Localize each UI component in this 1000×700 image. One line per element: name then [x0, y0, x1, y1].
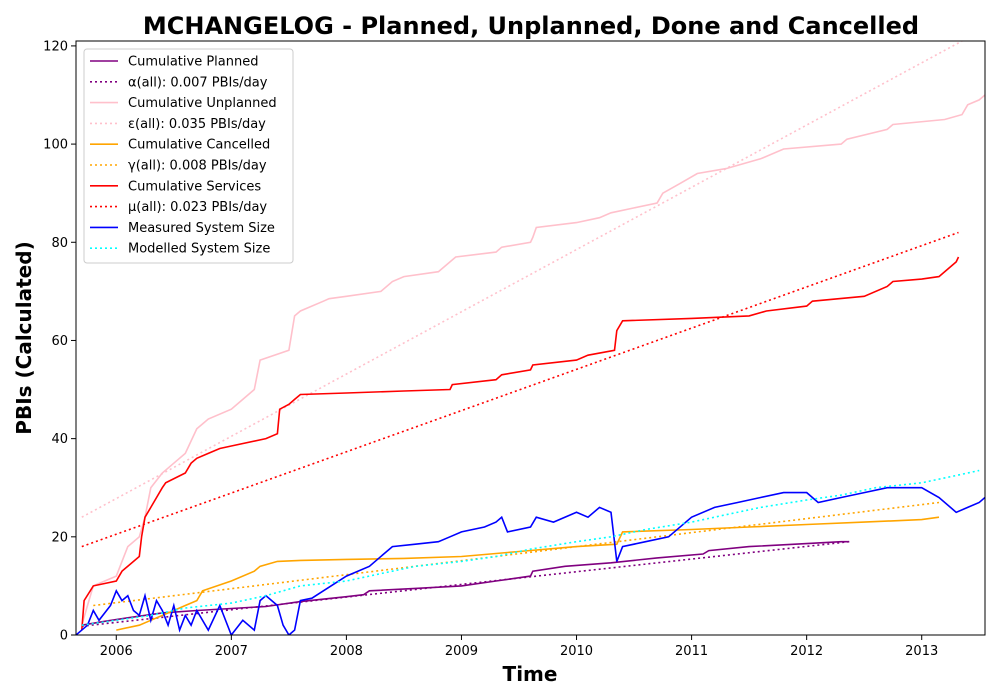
legend-label: γ(all): 0.008 PBIs/day: [128, 159, 267, 174]
legend: Cumulative Planned α(all): 0.007 PBIs/day…: [83, 48, 294, 264]
x-tick-label: 2008: [330, 644, 363, 659]
x-tick-label: 2011: [675, 644, 708, 659]
legend-label: Measured System Size: [128, 221, 275, 236]
series-line-3: [81, 41, 963, 518]
x-axis: 2006 2007 2008 2009 2010 2011 2012 2013: [100, 635, 938, 659]
series-line-1: [81, 540, 850, 627]
x-tick-label: 2007: [215, 644, 248, 659]
y-axis-title: PBIs (Calculated): [12, 241, 36, 434]
x-tick-label: 2009: [445, 644, 478, 659]
y-tick-label: 80: [51, 236, 68, 251]
y-tick-label: 20: [51, 530, 68, 545]
series-line-5: [93, 501, 940, 607]
y-tick-label: 60: [51, 334, 68, 349]
series-line-8: [76, 486, 985, 635]
series-line-9: [81, 469, 980, 626]
series-line-7: [81, 231, 959, 548]
plot-frame: [75, 40, 986, 636]
y-tick-label: 100: [43, 138, 68, 153]
y-tick-label: 0: [60, 629, 68, 644]
x-tick-label: 2010: [560, 644, 593, 659]
legend-label: Modelled System Size: [128, 242, 270, 257]
series-line-4: [116, 516, 940, 631]
chart-title: MCHANGELOG - Planned, Unplanned, Done an…: [143, 12, 919, 40]
legend-label: Cumulative Services: [128, 179, 261, 194]
legend-label: Cumulative Unplanned: [128, 96, 277, 111]
legend-label: ε(all): 0.035 PBIs/day: [128, 117, 266, 132]
legend-label: Cumulative Cancelled: [128, 138, 270, 153]
legend-label: α(all): 0.007 PBIs/day: [128, 75, 268, 90]
x-tick-label: 2006: [100, 644, 133, 659]
legend-label: μ(all): 0.023 PBIs/day: [128, 200, 267, 215]
legend-box: [83, 48, 294, 264]
y-tick-label: 120: [43, 39, 68, 54]
x-tick-label: 2012: [790, 644, 823, 659]
series-line-6: [81, 256, 960, 631]
y-tick-label: 40: [51, 432, 68, 447]
y-axis: 0 20 40 60 80 100 120: [43, 39, 76, 644]
legend-label: Cumulative Planned: [128, 55, 258, 70]
x-axis-title: Time: [503, 662, 558, 686]
series-layer: [76, 41, 985, 635]
x-tick-label: 2013: [905, 644, 938, 659]
